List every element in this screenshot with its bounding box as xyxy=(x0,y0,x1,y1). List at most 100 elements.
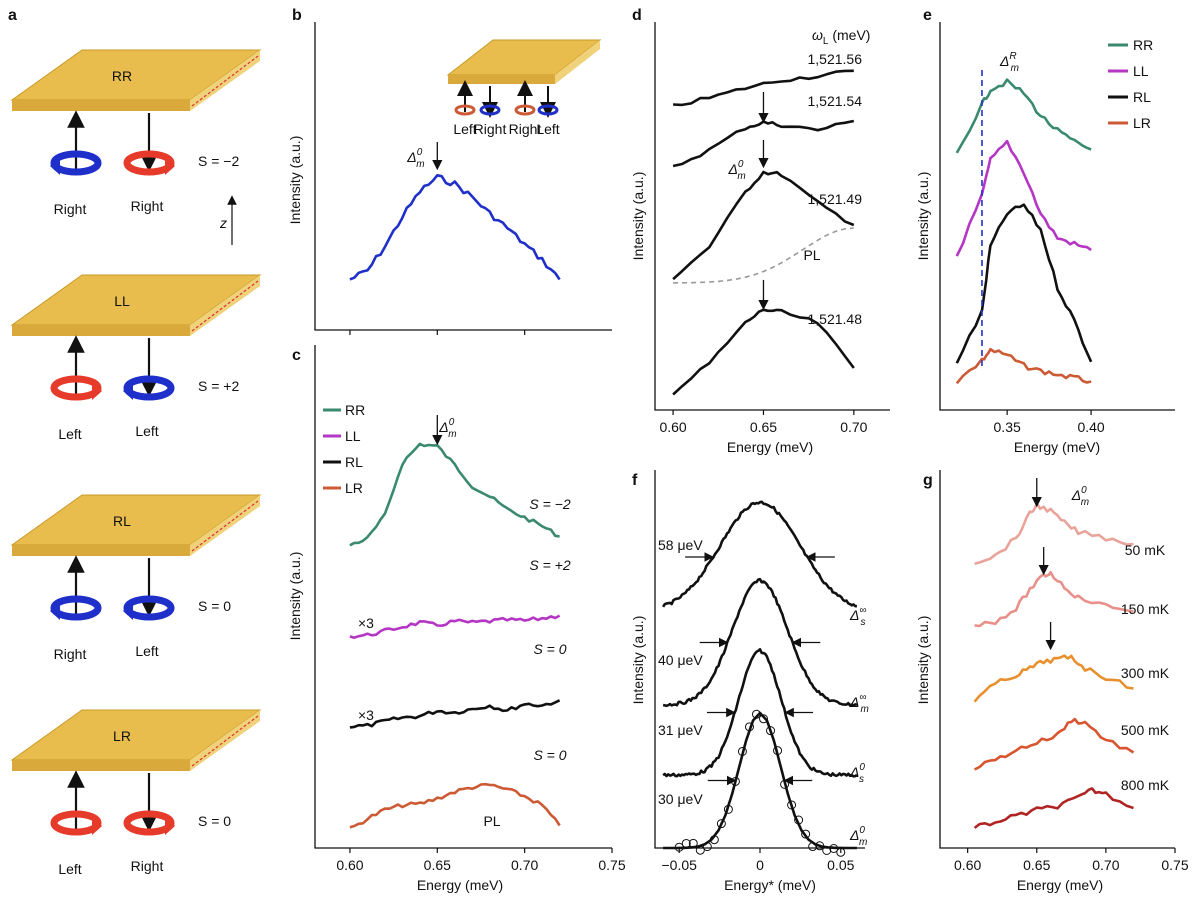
handedness-left-2-head xyxy=(50,603,60,620)
width-label-f-2: 31 μeV xyxy=(658,722,703,738)
ylabel-d: Intensity (a.u.) xyxy=(630,172,646,261)
scale-note-c-2: ×3 xyxy=(358,707,374,723)
handedness-right-3-head xyxy=(165,818,175,835)
plate-dash-1 xyxy=(191,280,259,332)
series-g-4 xyxy=(973,787,1134,829)
series-c-LL xyxy=(349,614,561,640)
series-c-RR xyxy=(349,442,560,547)
series-label-f-3-sup: 0 xyxy=(859,825,865,836)
series-label-d-3: 1,521.48 xyxy=(808,311,863,327)
series-label-c-0: S = −2 xyxy=(529,496,570,512)
marker-label-g: Δ0 m xyxy=(1071,485,1089,508)
marker-label-g-sub: m xyxy=(1081,497,1089,508)
plate-top-3 xyxy=(10,709,262,761)
panel-label-f: f xyxy=(632,472,638,489)
plate-front-3 xyxy=(12,760,190,771)
f-ticklabel-2: 0.05 xyxy=(827,857,854,873)
spin-label-2: S = 0 xyxy=(198,598,231,614)
data-point-f-11 xyxy=(751,709,761,719)
series-g-2 xyxy=(973,654,1134,703)
hand-label-right-1: Left xyxy=(135,423,158,439)
ylabel-f: Intensity (a.u.) xyxy=(630,616,646,705)
series-label-f-3-sub: m xyxy=(859,837,867,848)
marker-label-d-sub: m xyxy=(737,171,745,182)
xlabel-e: Energy (meV) xyxy=(1014,439,1100,455)
spin-label-3: S = 0 xyxy=(198,813,231,829)
f-ticklabel-1: 0 xyxy=(756,857,764,873)
plate-dash-3 xyxy=(191,715,259,767)
series-label-c-2: S = 0 xyxy=(533,641,566,657)
series-e-RL xyxy=(955,203,1093,364)
g-ticklabel-3: 0.75 xyxy=(1161,857,1188,873)
panel-label-g: g xyxy=(923,472,933,489)
data-point-f-2 xyxy=(688,838,698,848)
series-b xyxy=(349,174,561,281)
d-ticklabel-1: 0.65 xyxy=(750,419,777,435)
handedness-left-2 xyxy=(50,595,102,621)
series-label-c-1: S = +2 xyxy=(529,557,570,573)
c-ticklabel-1: 0.65 xyxy=(424,857,451,873)
marker-label-d-sup: 0 xyxy=(738,159,744,170)
handedness-right-2 xyxy=(123,595,175,621)
panel-f-chart: Intensity (a.u.) Energy* (meV) −0.05 0 0.0… xyxy=(630,470,869,893)
c-ticklabel-3: 0.75 xyxy=(598,857,625,873)
inset-ring-2 xyxy=(514,104,536,116)
panel-c-chart: Intensity (a.u.) Energy (meV) 0.60 0.65 0.… xyxy=(287,345,626,893)
marker-label-d: Δ0 m xyxy=(727,159,745,182)
marker-label-b-sub: m xyxy=(416,159,424,170)
ylabel-b: Intensity (a.u.) xyxy=(287,136,303,225)
inset-ring-1 xyxy=(479,104,501,116)
panel-label-e: e xyxy=(923,7,932,24)
series-e-RR xyxy=(955,78,1092,154)
e-ticklabel-1: 0.40 xyxy=(1077,419,1104,435)
g-ticklabel-1: 0.65 xyxy=(1023,857,1050,873)
plate-label-2: RL xyxy=(113,513,131,529)
series-label-g-1: 150 mK xyxy=(1121,601,1170,617)
inset-plate-front xyxy=(448,75,555,84)
series-label-d-0: 1,521.56 xyxy=(808,51,863,67)
marker-label-c: Δ0 m xyxy=(438,417,456,440)
data-point-f-22 xyxy=(829,844,839,854)
handedness-left-1-head xyxy=(92,383,102,400)
data-point-f-8 xyxy=(730,776,740,786)
series-label-f-0-sup: ∞ xyxy=(859,605,866,616)
axes-d xyxy=(654,22,890,411)
hand-label-right-3: Right xyxy=(131,858,164,874)
c-ticklabel-2: 0.70 xyxy=(511,857,538,873)
xlabel-g: Energy (meV) xyxy=(1017,877,1103,893)
legend-label-c-3: LR xyxy=(345,480,363,496)
legend-label-e-2: RL xyxy=(1133,89,1151,105)
data-point-f-14 xyxy=(773,746,783,756)
series-f-2 xyxy=(662,647,858,778)
data-point-f-5 xyxy=(709,835,719,845)
hand-label-left-2: Right xyxy=(54,646,87,662)
pl-label-d: PL xyxy=(803,247,820,263)
panel-e-chart: Intensity (a.u.) Energy (meV) 0.35 0.40RR… xyxy=(915,22,1175,455)
data-point-f-13 xyxy=(766,726,776,736)
marker-label-e: ΔR m xyxy=(999,51,1019,74)
series-c-LR xyxy=(349,782,561,829)
handedness-left-0 xyxy=(50,150,102,176)
spin-label-1: S = +2 xyxy=(198,378,239,394)
inset-plate xyxy=(446,39,602,76)
plate-2: RL xyxy=(10,494,262,556)
data-point-f-4 xyxy=(702,842,712,852)
panel-d-chart: Intensity (a.u.) Energy (meV) 0.60 0.65 0.… xyxy=(630,22,890,455)
series-label-f-3: Δ0 m xyxy=(849,825,867,848)
plate-0: RR xyxy=(10,49,262,111)
series-label-f-2: Δ0 s xyxy=(849,762,865,785)
plate-top-1 xyxy=(10,274,262,326)
data-point-f-0 xyxy=(674,842,684,852)
data-point-f-16 xyxy=(787,800,797,810)
series-label-g-3: 500 mK xyxy=(1121,722,1170,738)
handedness-right-3 xyxy=(123,810,175,836)
handedness-right-2-head xyxy=(123,603,133,620)
marker-label-b-sup: 0 xyxy=(417,147,423,158)
hand-label-left-0: Right xyxy=(54,201,87,217)
inset-ring-0 xyxy=(454,104,476,116)
handedness-left-1 xyxy=(50,375,102,401)
legend-title-d: ωL (meV) xyxy=(812,27,870,47)
marker-label-e-sub: m xyxy=(1011,63,1019,74)
series-g-3 xyxy=(974,717,1135,771)
data-point-f-18 xyxy=(801,829,811,839)
